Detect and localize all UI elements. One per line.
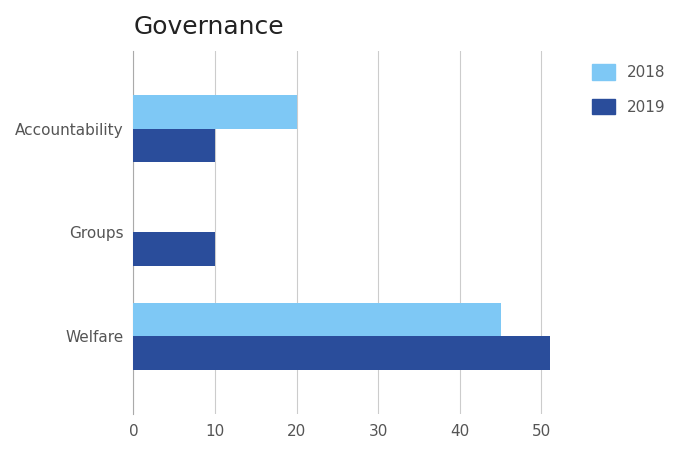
Bar [133,95,297,128]
Text: Governance: Governance [133,15,284,39]
Bar [133,303,501,336]
Bar [133,336,550,370]
Bar [133,128,215,162]
Legend: 2018, 2019: 2018, 2019 [586,58,672,121]
Bar [133,232,215,266]
